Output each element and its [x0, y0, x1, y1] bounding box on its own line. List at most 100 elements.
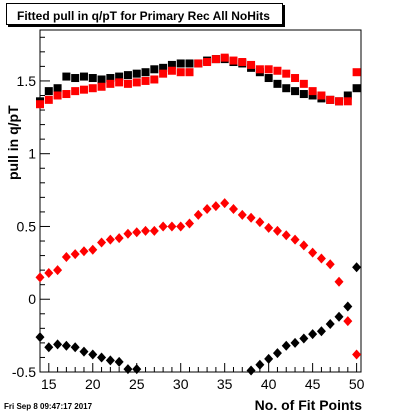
- series-0-point: [106, 74, 115, 83]
- series-0-point: [123, 71, 132, 80]
- x-tick-label: 15: [41, 376, 57, 392]
- x-tick-label: 20: [85, 376, 101, 392]
- series-1-point: [264, 65, 273, 74]
- series-0-point: [352, 84, 361, 93]
- series-1-point: [123, 79, 132, 88]
- series-2-point: [105, 234, 115, 245]
- series-0-point: [88, 74, 97, 83]
- series-2-point: [141, 225, 151, 236]
- series-1-point: [167, 66, 176, 75]
- series-3-point: [88, 349, 98, 360]
- series-3-point: [79, 346, 89, 357]
- series-2-point: [167, 221, 177, 232]
- series-3-point: [35, 332, 45, 343]
- series-1-point: [36, 100, 44, 109]
- data-marks: [35, 53, 362, 376]
- series-1-point: [185, 68, 194, 77]
- chart-title-box: Fitted pull in q/pT for Primary Rec All …: [6, 3, 283, 25]
- series-1-point: [71, 87, 80, 96]
- series-2-point: [132, 227, 142, 238]
- series-3-point: [299, 333, 309, 344]
- series-1-point: [53, 91, 62, 100]
- series-3-point: [325, 318, 335, 329]
- series-0-point: [53, 84, 62, 93]
- series-1-point: [97, 82, 106, 91]
- series-1-point: [291, 74, 300, 83]
- series-3-point: [255, 359, 265, 370]
- series-0-point: [71, 74, 80, 83]
- series-0-point: [115, 72, 124, 81]
- series-2-point: [70, 249, 80, 260]
- series-2-point: [97, 237, 107, 248]
- series-2-point: [193, 209, 203, 220]
- series-1-point: [343, 97, 352, 106]
- axes: 15 20 25 30 35 40 45 50 -0.5 0 0.5 1 1.5: [12, 36, 365, 392]
- series-0-point: [264, 74, 273, 83]
- series-2-point: [255, 217, 265, 228]
- series-2-point: [220, 198, 230, 209]
- series-1-point: [282, 69, 291, 78]
- series-3-point: [44, 342, 54, 353]
- series-0-point: [62, 72, 71, 81]
- series-0-point: [185, 59, 194, 68]
- series-2-point: [343, 316, 353, 327]
- series-3-point: [308, 329, 318, 340]
- series-1-point: [115, 78, 124, 87]
- plot-frame: [39, 29, 362, 373]
- series-3-point: [114, 356, 124, 367]
- series-2-point: [237, 209, 247, 220]
- series-2-point: [211, 201, 221, 212]
- series-2-point: [290, 234, 300, 245]
- series-3-point: [264, 353, 274, 364]
- series-1-point: [211, 55, 220, 64]
- series-3-point: [53, 339, 63, 350]
- series-2-point: [114, 233, 124, 244]
- y-tick-label: -0.5: [12, 364, 36, 380]
- series-1-point: [176, 68, 185, 77]
- series-2-point: [185, 218, 195, 229]
- series-1-point: [44, 95, 53, 104]
- series-2-point: [299, 240, 309, 251]
- series-3-point: [316, 326, 326, 337]
- timestamp: Fri Sep 8 09:47:17 2017: [4, 402, 93, 411]
- series-1-point: [203, 58, 212, 67]
- series-2-point: [158, 221, 168, 232]
- y-axis-label-text: pull in q/pT: [5, 105, 21, 180]
- series-2-point: [44, 268, 54, 279]
- series-1-point: [88, 84, 97, 93]
- series-1-point: [255, 65, 264, 74]
- series-3-point: [105, 355, 115, 366]
- series-2-point: [246, 212, 256, 223]
- series-3-point: [97, 352, 107, 363]
- series-0-point: [299, 90, 308, 99]
- series-1-point: [79, 85, 88, 94]
- series-2-point: [61, 252, 71, 263]
- series-1-point: [150, 75, 159, 84]
- series-0-point: [79, 72, 88, 81]
- series-1-point: [326, 95, 335, 104]
- series-1-point: [220, 53, 229, 62]
- x-tick-label: 35: [217, 376, 233, 392]
- series-0-point: [44, 87, 53, 96]
- series-3-point: [343, 301, 353, 312]
- series-2-point: [88, 244, 98, 255]
- y-tick-label: 1.5: [17, 73, 37, 89]
- series-0-point: [273, 79, 282, 88]
- series-0-point: [308, 91, 317, 100]
- y-tick-label: 0: [28, 291, 36, 307]
- series-2-point: [281, 230, 291, 241]
- series-0-point: [150, 65, 159, 74]
- series-1-point: [317, 91, 326, 100]
- series-1-point: [238, 58, 247, 67]
- series-1-point: [141, 76, 150, 85]
- series-1-point: [299, 79, 308, 88]
- series-2-point: [316, 253, 326, 264]
- series-1-point: [132, 78, 141, 87]
- series-3-point: [70, 342, 80, 353]
- series-0-point: [97, 75, 106, 84]
- x-axis-label: No. of Fit Points: [254, 397, 362, 413]
- series-0-point: [141, 68, 150, 77]
- series-0-point: [176, 59, 185, 68]
- chart-title: Fitted pull in q/pT for Primary Rec All …: [17, 9, 270, 23]
